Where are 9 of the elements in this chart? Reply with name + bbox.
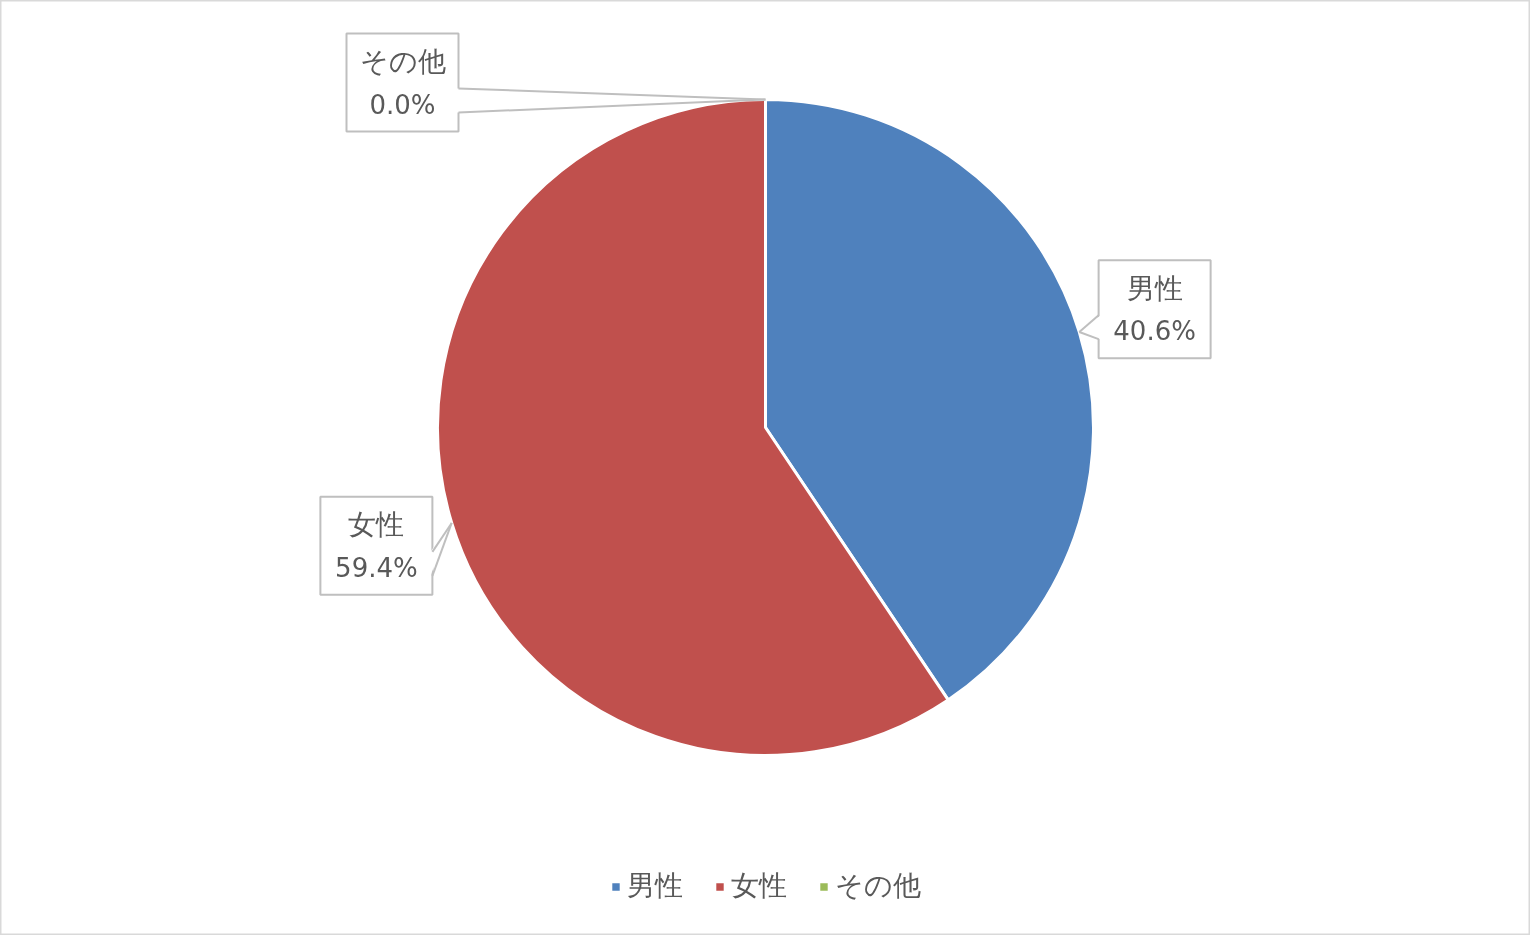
legend-label: 女性 [731,868,787,904]
text: 0.0% [369,89,436,120]
category-label: その他 [359,45,446,78]
slice-label: 女性 [348,508,405,542]
slice-label: 男性 [1126,271,1183,305]
legend-label: その他 [835,868,921,904]
data-label: 59.4% [335,552,418,583]
legend-label: 男性 [627,868,683,904]
data-label: 40.6% [1113,316,1196,347]
